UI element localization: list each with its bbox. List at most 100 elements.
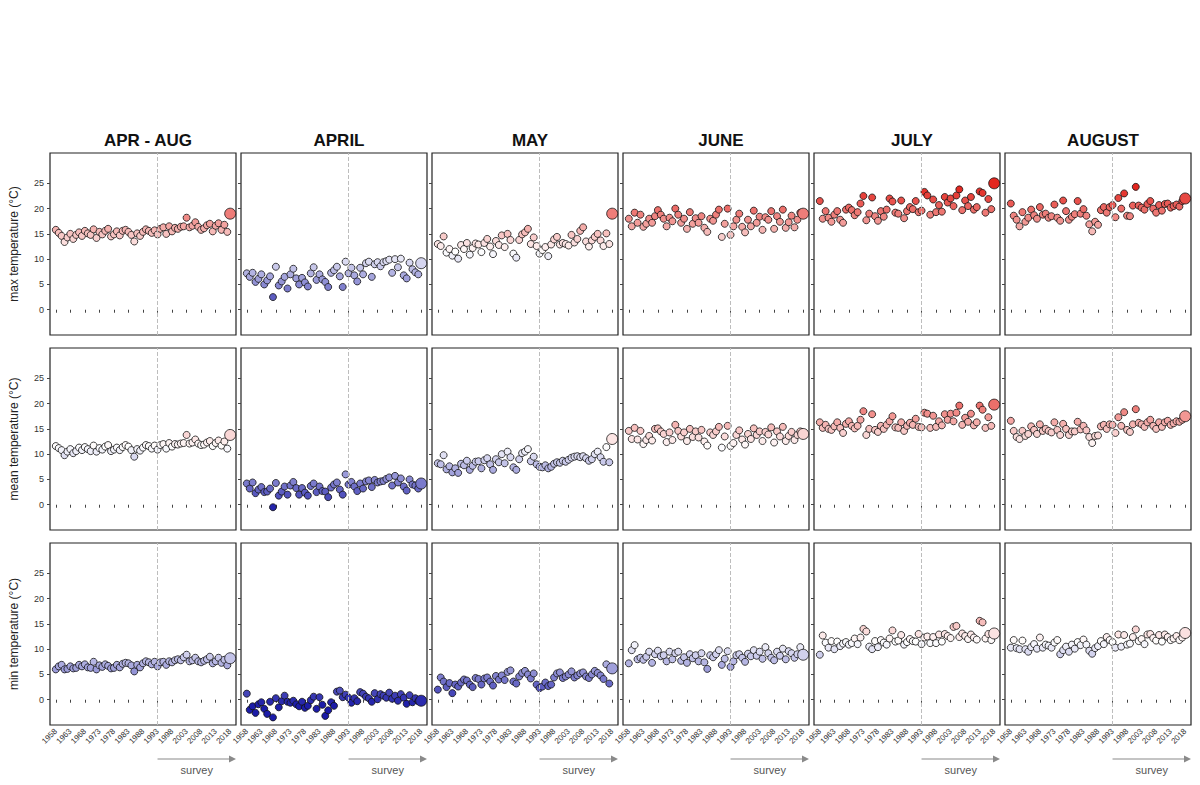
svg-text:1968: 1968 (1024, 726, 1044, 746)
svg-text:1968: 1968 (260, 726, 280, 746)
svg-text:1978: 1978 (480, 726, 500, 746)
svg-text:survey: survey (563, 764, 596, 776)
svg-text:1983: 1983 (494, 726, 514, 746)
svg-text:1988: 1988 (509, 726, 529, 746)
svg-text:JUNE: JUNE (698, 131, 743, 150)
svg-text:1983: 1983 (876, 726, 896, 746)
svg-text:1963: 1963 (1009, 726, 1029, 746)
svg-text:2003: 2003 (743, 726, 763, 746)
svg-text:MAY: MAY (512, 131, 549, 150)
svg-text:1993: 1993 (523, 726, 543, 746)
svg-text:1978: 1978 (862, 726, 882, 746)
svg-text:5: 5 (39, 669, 44, 679)
svg-text:20: 20 (34, 594, 44, 604)
svg-text:5: 5 (39, 279, 44, 289)
svg-text:JULY: JULY (891, 131, 934, 150)
svg-text:1963: 1963 (54, 726, 74, 746)
svg-text:AUGUST: AUGUST (1067, 131, 1139, 150)
svg-text:1968: 1968 (642, 726, 662, 746)
svg-text:1993: 1993 (141, 726, 161, 746)
svg-text:1978: 1978 (289, 726, 309, 746)
svg-text:1973: 1973 (83, 726, 103, 746)
svg-text:1998: 1998 (729, 726, 749, 746)
svg-text:1993: 1993 (905, 726, 925, 746)
svg-text:20: 20 (34, 399, 44, 409)
svg-text:25: 25 (34, 568, 44, 578)
svg-text:2013: 2013 (390, 726, 410, 746)
svg-text:2013: 2013 (199, 726, 219, 746)
svg-text:1998: 1998 (538, 726, 558, 746)
svg-text:1978: 1978 (1053, 726, 1073, 746)
svg-text:1998: 1998 (920, 726, 940, 746)
svg-text:2008: 2008 (949, 726, 969, 746)
svg-text:1973: 1973 (1038, 726, 1058, 746)
svg-text:10: 10 (34, 254, 44, 264)
svg-text:15: 15 (34, 229, 44, 239)
svg-text:2018: 2018 (214, 726, 233, 745)
svg-text:2013: 2013 (963, 726, 983, 746)
svg-text:1963: 1963 (818, 726, 838, 746)
svg-text:0: 0 (39, 695, 44, 705)
svg-text:25: 25 (34, 178, 44, 188)
svg-text:2018: 2018 (978, 726, 997, 745)
svg-text:1988: 1988 (127, 726, 147, 746)
svg-text:2008: 2008 (758, 726, 778, 746)
svg-text:1988: 1988 (700, 726, 720, 746)
svg-text:min temperature (°C): min temperature (°C) (7, 578, 21, 690)
svg-text:20: 20 (34, 204, 44, 214)
svg-text:1983: 1983 (685, 726, 705, 746)
svg-text:2008: 2008 (376, 726, 396, 746)
svg-text:1973: 1973 (656, 726, 676, 746)
svg-text:15: 15 (34, 424, 44, 434)
svg-text:2018: 2018 (787, 726, 806, 745)
svg-text:2003: 2003 (170, 726, 190, 746)
svg-text:25: 25 (34, 373, 44, 383)
svg-text:0: 0 (39, 305, 44, 315)
svg-text:2003: 2003 (934, 726, 954, 746)
svg-text:1963: 1963 (436, 726, 456, 746)
svg-text:1963: 1963 (245, 726, 265, 746)
svg-text:survey: survey (945, 764, 978, 776)
svg-text:1983: 1983 (1067, 726, 1087, 746)
svg-text:1988: 1988 (891, 726, 911, 746)
svg-text:15: 15 (34, 619, 44, 629)
svg-text:APRIL: APRIL (314, 131, 365, 150)
svg-text:1968: 1968 (69, 726, 89, 746)
svg-text:survey: survey (372, 764, 405, 776)
svg-text:1983: 1983 (303, 726, 323, 746)
svg-text:max temperature (°C): max temperature (°C) (7, 186, 21, 302)
svg-text:1983: 1983 (112, 726, 132, 746)
svg-text:2013: 2013 (581, 726, 601, 746)
svg-text:1998: 1998 (156, 726, 176, 746)
svg-text:1993: 1993 (714, 726, 734, 746)
svg-text:10: 10 (34, 644, 44, 654)
svg-text:1978: 1978 (671, 726, 691, 746)
svg-text:2018: 2018 (1169, 726, 1188, 745)
svg-text:1978: 1978 (98, 726, 118, 746)
svg-text:1968: 1968 (451, 726, 471, 746)
svg-text:2013: 2013 (772, 726, 792, 746)
svg-text:1973: 1973 (274, 726, 294, 746)
svg-text:0: 0 (39, 500, 44, 510)
svg-text:survey: survey (181, 764, 214, 776)
svg-text:1973: 1973 (465, 726, 485, 746)
svg-text:2018: 2018 (405, 726, 424, 745)
svg-text:5: 5 (39, 474, 44, 484)
svg-text:1968: 1968 (833, 726, 853, 746)
svg-text:2003: 2003 (552, 726, 572, 746)
svg-text:2003: 2003 (361, 726, 381, 746)
svg-text:survey: survey (754, 764, 787, 776)
svg-text:1993: 1993 (332, 726, 352, 746)
svg-text:1963: 1963 (627, 726, 647, 746)
svg-text:APR - AUG: APR - AUG (104, 131, 192, 150)
svg-text:1988: 1988 (1082, 726, 1102, 746)
svg-text:2008: 2008 (567, 726, 587, 746)
svg-text:mean temperature (°C): mean temperature (°C) (7, 378, 21, 501)
svg-text:2018: 2018 (596, 726, 615, 745)
svg-text:10: 10 (34, 449, 44, 459)
svg-text:1988: 1988 (318, 726, 338, 746)
svg-text:2008: 2008 (185, 726, 205, 746)
svg-text:survey: survey (1136, 764, 1169, 776)
svg-text:1998: 1998 (347, 726, 367, 746)
svg-text:1973: 1973 (847, 726, 867, 746)
